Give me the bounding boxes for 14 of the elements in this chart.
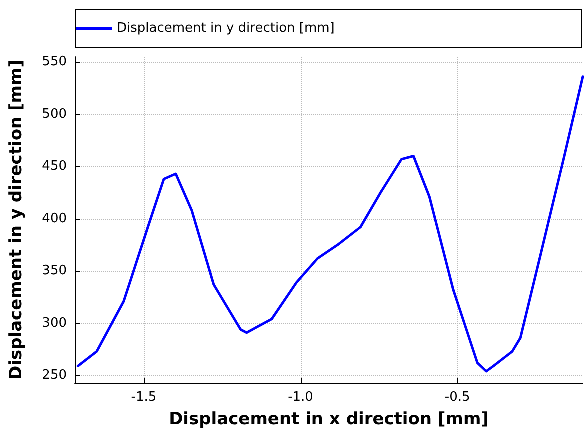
y-tick-label: 550 — [42, 54, 67, 70]
y-tick-label: 450 — [42, 159, 67, 174]
legend-label: Displacement in y direction [mm] — [117, 21, 335, 36]
x-axis-title: Displacement in x direction [mm] — [169, 410, 489, 430]
y-tick-label: 350 — [42, 264, 67, 279]
y-tick-label: 250 — [42, 368, 67, 384]
x-tick-label: -1.0 — [288, 390, 314, 405]
line-series — [76, 76, 584, 373]
x-tick-label: -1.5 — [131, 390, 157, 405]
y-tick-label: 300 — [42, 316, 67, 331]
x-tick-label: -0.5 — [444, 390, 470, 405]
y-axis-title: Displacement in y direction [mm] — [6, 60, 26, 380]
y-tick-label: 500 — [42, 106, 67, 122]
y-tick-label: 400 — [42, 211, 67, 226]
